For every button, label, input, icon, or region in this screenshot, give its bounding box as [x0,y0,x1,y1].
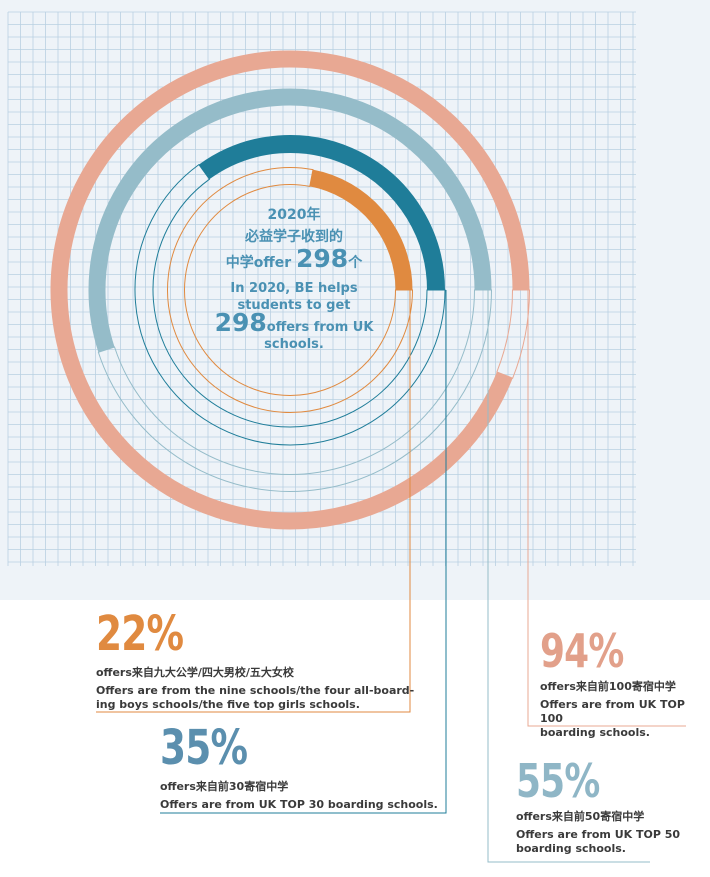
center-zh-line: 必益学子收到的 [245,229,343,245]
ring-track [134,163,446,446]
stat-top50-zh: offers来自前50寄宿中学 [516,810,645,823]
stat-top100-zh: offers来自前100寄宿中学 [540,680,676,693]
leader-line [96,290,411,713]
percent-35: 35% [160,720,248,776]
leader-line [487,290,650,863]
center-en-total: 298offers from UK [214,308,374,337]
leader-line [160,290,447,814]
stat-top50-en2: boarding schools. [516,842,626,855]
stat-nine-en1: Offers are from the nine schools/the fou… [96,684,415,697]
ring-bar [50,50,530,530]
center-year: 2020年 [267,207,321,223]
stat-nine-schools: 22% offers来自九大公学/四大男校/五大女校 Offers are fr… [96,610,414,712]
ring-track [167,167,414,413]
stat-top100-en1: Offers are from UK TOP 100 [540,698,685,725]
ring-bar [88,88,492,353]
center-en-line1: In 2020, BE helps [230,281,358,296]
center-en-line4: schools. [264,337,324,352]
ring-bar [198,135,445,291]
center-label: 2020年 必益学子收到的 中学offer 298个 In 2020, BE h… [198,204,390,353]
stat-nine-en2: ing boys schools/the five top girls scho… [96,698,360,711]
stat-top30-en1: Offers are from UK TOP 30 boarding schoo… [160,798,438,811]
stat-top30-zh: offers来自前30寄宿中学 [160,780,289,793]
ring-bar [309,169,413,291]
center-en-line2: students to get [237,298,351,313]
leader-line [527,290,686,727]
center-zh-total: 中学offer 298个 [225,244,363,273]
stat-nine-zh: offers来自九大公学/四大男校/五大女校 [96,666,294,679]
stat-top30: 35% offers来自前30寄宿中学 Offers are from UK T… [160,724,438,812]
percent-22: 22% [96,606,184,662]
percent-55: 55% [516,754,600,808]
leader-lines [96,290,686,863]
rings [50,50,531,530]
stat-top100: 94% offers来自前100寄宿中学 Offers are from UK … [540,628,710,740]
stat-top50: 55% offers来自前50寄宿中学 Offers are from UK T… [516,758,680,856]
stat-top50-en1: Offers are from UK TOP 50 [516,828,681,841]
percent-94: 94% [540,624,624,678]
stat-top100-en2: boarding schools. [540,726,650,739]
